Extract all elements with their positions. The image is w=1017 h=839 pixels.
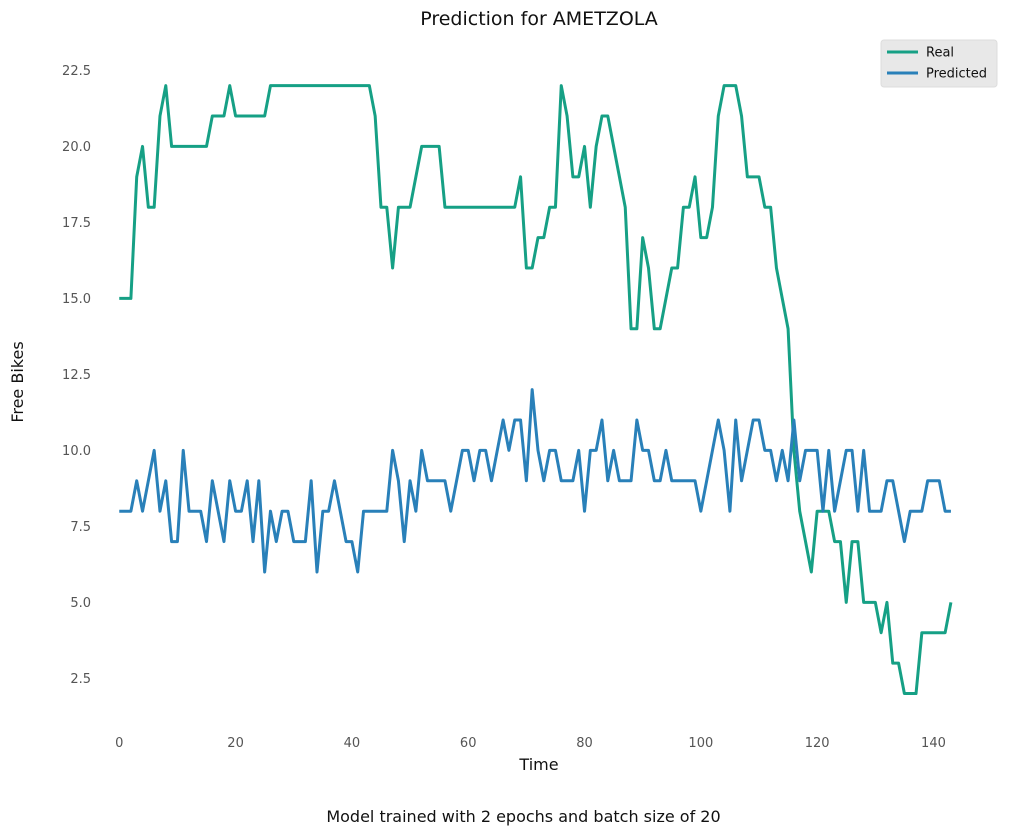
y-tick-label: 2.5: [70, 672, 91, 687]
x-tick-label: 100: [688, 736, 713, 751]
series-lines: [119, 84, 953, 696]
x-tick-label: 0: [115, 736, 123, 751]
caption: Model trained with 2 epochs and batch si…: [326, 807, 721, 826]
y-tick-label: 22.5: [62, 64, 91, 79]
y-tick-label: 5.0: [70, 596, 91, 611]
series-line-real: [119, 84, 953, 696]
legend-label-predicted: Predicted: [926, 67, 987, 82]
y-axis-label: Free Bikes: [8, 341, 27, 422]
y-tick-label: 12.5: [62, 368, 91, 383]
x-tick-label: 60: [460, 736, 477, 751]
y-tick-label: 7.5: [70, 520, 91, 535]
x-tick-label: 80: [576, 736, 593, 751]
x-axis-ticks: 0 20 40 60 80 100 120 140: [115, 736, 946, 751]
x-tick-label: 20: [227, 736, 244, 751]
y-tick-label: 10.0: [62, 444, 91, 459]
legend-label-real: Real: [926, 46, 954, 61]
x-tick-label: 140: [921, 736, 946, 751]
y-axis-ticks: 2.5 5.0 7.5 10.0 12.5 15.0 17.5 20.0 22.5: [62, 64, 91, 687]
y-tick-label: 20.0: [62, 140, 91, 155]
y-tick-label: 17.5: [62, 216, 91, 231]
y-tick-label: 15.0: [62, 292, 91, 307]
legend: Real Predicted: [880, 39, 998, 88]
x-axis-label: Time: [518, 755, 558, 774]
x-tick-label: 40: [344, 736, 361, 751]
x-tick-label: 120: [805, 736, 830, 751]
series-line-predicted: [119, 388, 951, 574]
chart-title: Prediction for AMETZOLA: [420, 8, 658, 30]
